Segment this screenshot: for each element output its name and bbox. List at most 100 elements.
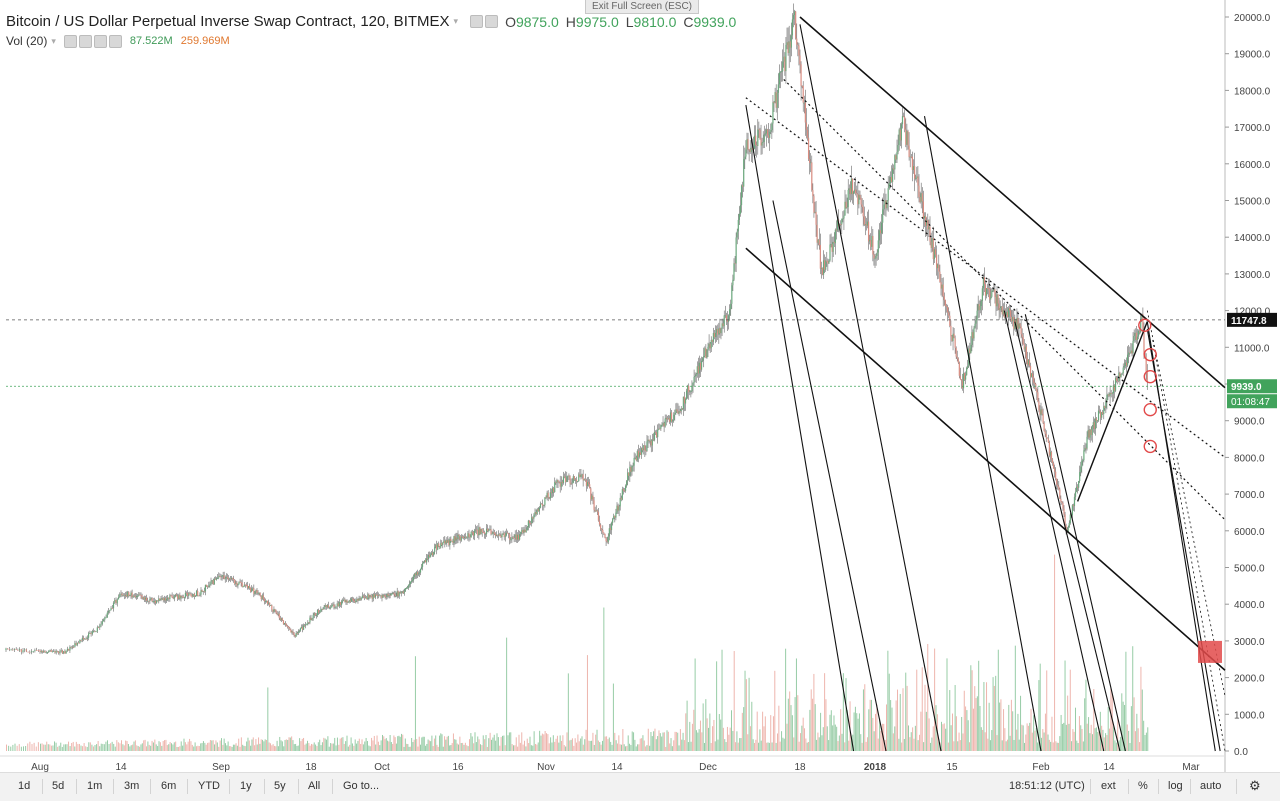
volume-title[interactable]: Vol (20) bbox=[6, 34, 48, 48]
candle-body bbox=[406, 587, 408, 589]
candle-body bbox=[8, 649, 10, 651]
candle-body bbox=[375, 594, 378, 596]
volume-bar bbox=[1021, 724, 1023, 751]
volume-bar bbox=[288, 737, 290, 751]
volume-bar bbox=[361, 739, 363, 751]
volume-bar bbox=[71, 742, 73, 751]
volume-bar bbox=[709, 713, 711, 751]
candle-body bbox=[770, 130, 772, 132]
volume-bar bbox=[591, 740, 593, 751]
candle-body bbox=[362, 595, 365, 597]
dotted-projection-line bbox=[1146, 310, 1226, 697]
volume-bar bbox=[258, 737, 260, 751]
range-3m-button[interactable]: 3m bbox=[124, 780, 140, 792]
volume-bar bbox=[125, 740, 127, 751]
candle-body bbox=[773, 102, 775, 104]
candle-body bbox=[344, 599, 346, 603]
candle-body bbox=[238, 581, 240, 585]
candle-body bbox=[138, 594, 140, 596]
candle-body bbox=[214, 578, 217, 580]
exit-fullscreen-button[interactable]: Exit Full Screen (ESC) bbox=[585, 0, 699, 14]
volume-bar bbox=[470, 733, 472, 751]
volume-bar bbox=[1122, 701, 1124, 751]
candle-body bbox=[185, 592, 188, 594]
candle-body bbox=[1133, 336, 1135, 341]
volume-bar bbox=[877, 738, 879, 751]
volume-bar bbox=[291, 736, 293, 751]
candle-body bbox=[1015, 319, 1017, 328]
volume-bar bbox=[1064, 660, 1066, 751]
log-scale-toggle[interactable]: log bbox=[1168, 780, 1183, 792]
candle-body bbox=[672, 420, 674, 422]
candle-body bbox=[1126, 354, 1129, 366]
candle-body bbox=[572, 476, 574, 483]
volume-bar bbox=[414, 656, 416, 751]
range-1y-button[interactable]: 1y bbox=[240, 780, 252, 792]
range-1d-button[interactable]: 1d bbox=[18, 780, 31, 792]
symbol-title[interactable]: Bitcoin / US Dollar Perpetual Inverse Sw… bbox=[6, 13, 450, 30]
price-chart[interactable]: 20000.019000.018000.017000.016000.015000… bbox=[0, 0, 1280, 772]
add-study-icon[interactable] bbox=[93, 34, 107, 48]
candle-body bbox=[985, 288, 988, 296]
clock-timezone[interactable]: 18:51:12 (UTC) bbox=[1009, 780, 1085, 792]
study-settings-icon[interactable] bbox=[78, 34, 92, 48]
candle-body bbox=[814, 211, 816, 213]
candle-body bbox=[178, 594, 180, 600]
range-5y-button[interactable]: 5y bbox=[274, 780, 286, 792]
range-6m-button[interactable]: 6m bbox=[161, 780, 177, 792]
percent-scale-toggle[interactable]: % bbox=[1138, 780, 1148, 792]
volume-bar bbox=[866, 737, 868, 751]
candle-body bbox=[494, 533, 496, 536]
candle-body bbox=[769, 131, 771, 138]
series-settings-icon[interactable] bbox=[485, 15, 499, 28]
candle-body bbox=[994, 289, 996, 297]
candle-body bbox=[398, 592, 400, 597]
volume-bar bbox=[207, 742, 209, 751]
volume-bar bbox=[919, 734, 920, 751]
volume-bar bbox=[550, 737, 552, 751]
candle-body bbox=[719, 327, 721, 334]
volume-bar bbox=[1132, 646, 1134, 751]
goto-date-button[interactable]: Go to... bbox=[343, 780, 380, 792]
volume-bar bbox=[532, 745, 534, 751]
candle-body bbox=[898, 129, 900, 145]
candle-body bbox=[782, 61, 784, 72]
remove-study-icon[interactable] bbox=[108, 34, 122, 48]
candle-body bbox=[316, 609, 319, 616]
candle-body bbox=[421, 563, 424, 567]
candle-body bbox=[295, 633, 297, 637]
volume-bar bbox=[341, 737, 343, 751]
candle-body bbox=[840, 224, 842, 226]
volume-bar bbox=[1102, 729, 1104, 751]
hide-study-icon[interactable] bbox=[63, 34, 77, 48]
candle-body bbox=[320, 609, 322, 612]
volume-bar bbox=[932, 726, 934, 751]
candle-body bbox=[13, 649, 16, 650]
volume-bar bbox=[194, 742, 196, 751]
volume-bar bbox=[18, 744, 20, 751]
auto-scale-toggle[interactable]: auto bbox=[1200, 780, 1222, 792]
candle-body bbox=[548, 497, 550, 499]
candle-body bbox=[153, 600, 155, 602]
candle-body bbox=[819, 244, 821, 269]
hide-series-icon[interactable] bbox=[470, 15, 484, 28]
candle-body bbox=[705, 348, 707, 358]
volume-bar bbox=[850, 736, 852, 751]
chevron-down-icon[interactable]: ▾ bbox=[453, 16, 459, 26]
low-label: L bbox=[625, 13, 634, 30]
range-5d-button[interactable]: 5d bbox=[52, 780, 65, 792]
volume-bar bbox=[43, 744, 45, 751]
range-1m-button[interactable]: 1m bbox=[87, 780, 103, 792]
volume-bar bbox=[452, 733, 454, 751]
candle-body bbox=[219, 576, 221, 577]
chevron-down-icon[interactable]: ▾ bbox=[51, 35, 56, 46]
candle-body bbox=[950, 325, 952, 337]
range-all-button[interactable]: All bbox=[308, 780, 321, 792]
gear-icon[interactable]: ⚙ bbox=[1249, 778, 1261, 793]
ext-hours-toggle[interactable]: ext bbox=[1101, 780, 1116, 792]
volume-bar bbox=[392, 743, 394, 751]
range-ytd-button[interactable]: YTD bbox=[198, 780, 220, 792]
candle-body bbox=[1092, 422, 1094, 427]
volume-bar bbox=[47, 744, 49, 751]
